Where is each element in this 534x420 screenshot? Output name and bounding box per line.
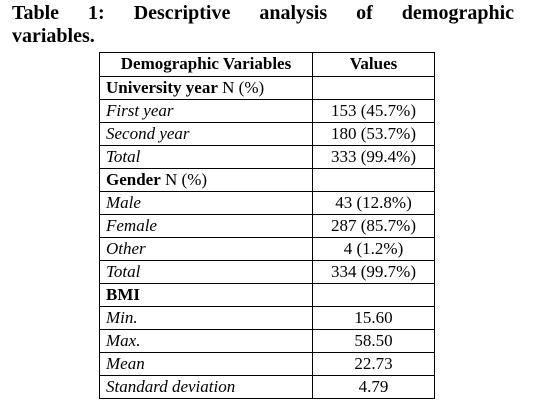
section-row-university-year: University year N (%): [99, 76, 435, 100]
table-row: Other 4 (1.2%): [99, 237, 435, 261]
caption-word: of: [356, 2, 373, 24]
section-title: Gender: [106, 170, 161, 189]
section-row-bmi: BMI: [99, 283, 435, 307]
row-value: 334 (99.7%): [312, 260, 435, 284]
caption-word: analysis: [259, 2, 328, 24]
section-empty-cell: [312, 283, 435, 307]
row-value: 43 (12.8%): [312, 191, 435, 215]
header-values: Values: [312, 52, 435, 77]
section-empty-cell: [312, 168, 435, 192]
row-label: Total: [99, 260, 313, 284]
table-row: Total 333 (99.4%): [99, 145, 435, 169]
caption-word: demographic: [401, 2, 514, 24]
table-row: Standard deviation 4.79: [99, 375, 435, 399]
row-label: Second year: [99, 122, 313, 146]
caption-word: Table: [12, 2, 60, 24]
table-row: Male 43 (12.8%): [99, 191, 435, 215]
row-value: 58.50: [312, 329, 435, 353]
row-value: 4.79: [312, 375, 435, 399]
table-row: Total 334 (99.7%): [99, 260, 435, 284]
caption-line-2: variables.: [12, 25, 95, 47]
row-label: Mean: [99, 352, 313, 376]
row-value: 287 (85.7%): [312, 214, 435, 238]
row-value: 22.73: [312, 352, 435, 376]
demographics-table: Demographic Variables Values University …: [99, 52, 435, 399]
table-row: Max. 58.50: [99, 329, 435, 353]
row-label: Other: [99, 237, 313, 261]
section-unit: N (%): [165, 170, 208, 189]
row-value: 15.60: [312, 306, 435, 330]
table-row: Min. 15.60: [99, 306, 435, 330]
header-row: Demographic Variables Values: [99, 52, 435, 77]
section-unit: N (%): [222, 78, 265, 97]
caption-word: 1:: [88, 2, 105, 24]
section-heading: University year N (%): [99, 76, 313, 100]
header-variables: Demographic Variables: [99, 52, 313, 77]
row-value: 153 (45.7%): [312, 99, 435, 123]
section-row-gender: Gender N (%): [99, 168, 435, 192]
row-label: Female: [99, 214, 313, 238]
row-value: 4 (1.2%): [312, 237, 435, 261]
row-value: 180 (53.7%): [312, 122, 435, 146]
section-title: University year: [106, 78, 218, 97]
row-label: First year: [99, 99, 313, 123]
table-row: Mean 22.73: [99, 352, 435, 376]
section-title: BMI: [106, 285, 140, 304]
row-value: 333 (99.4%): [312, 145, 435, 169]
section-empty-cell: [312, 76, 435, 100]
row-label: Standard deviation: [99, 375, 313, 399]
table-caption: Table 1: Descriptive analysis of demogra…: [12, 2, 514, 48]
row-label: Min.: [99, 306, 313, 330]
caption-word: Descriptive: [133, 2, 231, 24]
row-label: Male: [99, 191, 313, 215]
table-row: Female 287 (85.7%): [99, 214, 435, 238]
row-label: Total: [99, 145, 313, 169]
table-row: First year 153 (45.7%): [99, 99, 435, 123]
row-label: Max.: [99, 329, 313, 353]
section-heading: BMI: [99, 283, 313, 307]
caption-line-1: Table 1: Descriptive analysis of demogra…: [12, 2, 514, 25]
section-heading: Gender N (%): [99, 168, 313, 192]
table-row: Second year 180 (53.7%): [99, 122, 435, 146]
